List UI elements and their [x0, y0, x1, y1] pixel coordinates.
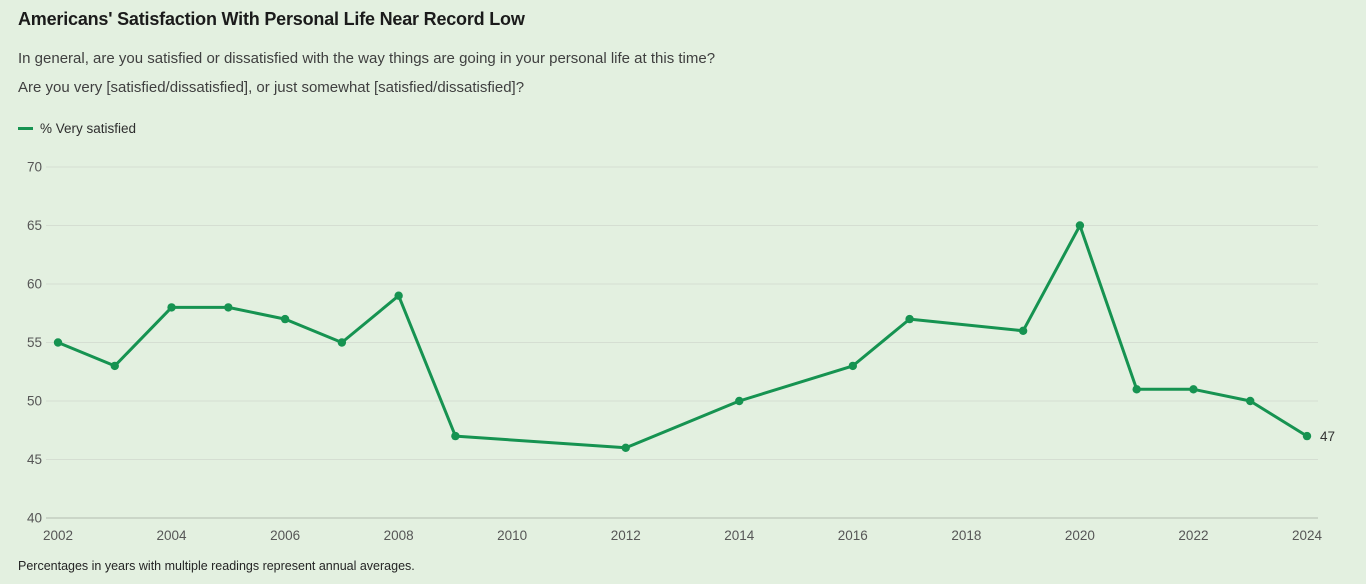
- x-tick-label: 2016: [838, 528, 868, 543]
- x-tick-label: 2024: [1292, 528, 1323, 543]
- y-tick-label: 50: [27, 394, 42, 409]
- x-tick-label: 2022: [1178, 528, 1208, 543]
- data-point-2003[interactable]: [110, 361, 119, 371]
- data-point-2006[interactable]: [280, 314, 290, 324]
- x-tick-label: 2008: [384, 528, 414, 543]
- x-tick-label: 2004: [157, 528, 188, 543]
- survey-question-line2: Are you very [satisfied/dissatisfied], o…: [18, 79, 525, 96]
- y-tick-label: 45: [27, 452, 42, 467]
- data-point-2014[interactable]: [735, 396, 744, 406]
- survey-question-line1: In general, are you satisfied or dissati…: [18, 50, 716, 67]
- chart-legend: % Very satisfied: [18, 121, 136, 136]
- x-tick-label: 2002: [43, 528, 73, 543]
- data-point-2019[interactable]: [1018, 326, 1028, 335]
- data-point-2005[interactable]: [224, 303, 233, 312]
- data-point-2023[interactable]: [1246, 396, 1255, 406]
- x-tick-label: 2006: [270, 528, 300, 543]
- footnote: Percentages in years with multiple readi…: [18, 559, 415, 573]
- data-point-2017[interactable]: [905, 314, 914, 324]
- series-line: [56, 224, 1309, 450]
- satisfaction-line-chart-svg: 40 45 50 55 60 65 70 2002 2004 2006 2008 2010 2012 20…: [27, 160, 1335, 544]
- data-point-2009[interactable]: [451, 431, 460, 441]
- data-point-2008[interactable]: [394, 291, 403, 300]
- y-tick-label: 60: [27, 277, 42, 292]
- y-tick-label: 55: [27, 335, 42, 350]
- y-tick-label: 40: [27, 511, 42, 526]
- line-chart-area: 40 45 50 55 60 65 70 2002 2004 2006 2008 2010 2012 20…: [0, 148, 1366, 552]
- data-point-2004[interactable]: [167, 303, 176, 312]
- end-value-label: 47: [1320, 429, 1335, 444]
- x-tick-label: 2018: [951, 528, 981, 543]
- data-point-2022[interactable]: [1189, 385, 1198, 394]
- data-point-2007[interactable]: [337, 338, 347, 347]
- x-tick-label: 2020: [1065, 528, 1095, 543]
- x-tick-label: 2012: [611, 528, 641, 543]
- legend-series-label: % Very satisfied: [40, 121, 137, 136]
- data-point-2002[interactable]: [53, 338, 63, 347]
- data-point-2012[interactable]: [621, 443, 630, 452]
- y-tick-label: 70: [27, 160, 42, 175]
- legend-line-swatch: [18, 127, 33, 130]
- x-tick-label: 2010: [497, 528, 527, 543]
- y-tick-label: 65: [27, 218, 42, 233]
- data-point-2024[interactable]: [1302, 431, 1312, 441]
- data-point-2020[interactable]: [1075, 221, 1085, 230]
- chart-title: Americans' Satisfaction With Personal Li…: [18, 9, 525, 29]
- data-point-2016[interactable]: [848, 361, 858, 371]
- data-point-2021[interactable]: [1132, 385, 1141, 394]
- x-tick-label: 2014: [724, 528, 755, 543]
